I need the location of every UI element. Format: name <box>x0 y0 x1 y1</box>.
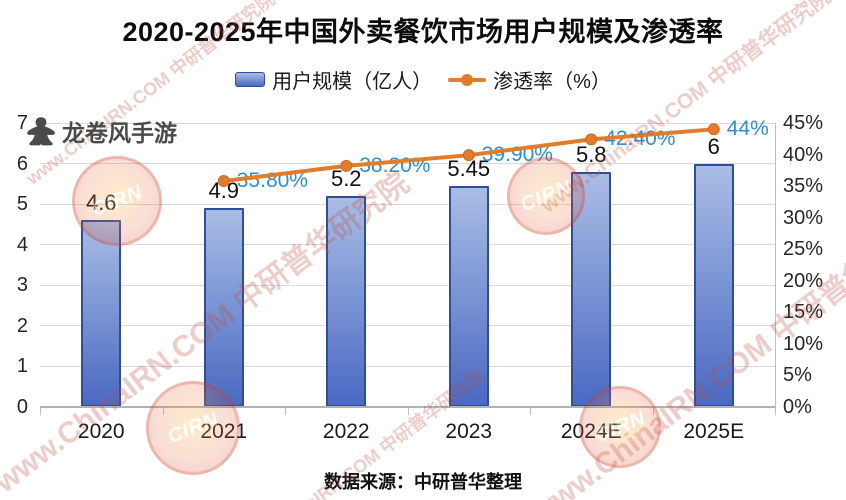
gridline <box>40 365 775 367</box>
axis-right-label: 45% <box>783 112 824 134</box>
line-series <box>217 123 720 188</box>
axis-right-label: 10% <box>783 332 824 355</box>
x-axis-label: 2023 <box>445 420 493 443</box>
line-marker <box>462 149 475 162</box>
line-swatch-icon <box>448 77 487 82</box>
x-axis-line <box>40 406 776 408</box>
line-marker <box>707 123 720 136</box>
axis-left-label: 7 <box>16 112 28 134</box>
gridline <box>40 203 775 205</box>
axis-right-label: 25% <box>783 238 824 261</box>
x-axis-label: 2025E <box>683 420 745 443</box>
legend-label-penetration: 渗透率（%） <box>493 71 611 93</box>
x-axis-label: 2021 <box>200 420 248 443</box>
bar-2024E <box>571 171 612 407</box>
bar-2021 <box>203 208 244 407</box>
x-axis-tick <box>652 408 654 415</box>
legend-item-user-scale: 用户规模（亿人） <box>235 65 432 94</box>
axis-left-label: 6 <box>16 152 28 175</box>
axis-right-label: 5% <box>783 364 812 387</box>
axis-right-label: 15% <box>783 301 824 324</box>
axis-right-label: 35% <box>783 175 824 198</box>
gridline <box>40 325 775 327</box>
x-axis-tick <box>162 408 164 415</box>
watermark-site-badge-label: 龙卷风手游 <box>62 120 177 146</box>
x-axis-tick <box>407 408 409 415</box>
axis-left-label: 0 <box>16 396 28 418</box>
bar-2020 <box>81 220 122 407</box>
gridline <box>40 244 775 246</box>
bar-2025E <box>693 163 734 407</box>
plot-area <box>40 122 775 407</box>
line-marker <box>585 133 598 146</box>
meeple-icon <box>27 117 55 146</box>
axis-right-label: 0% <box>783 396 812 418</box>
axis-right-label: 40% <box>783 143 824 166</box>
x-axis-tick <box>40 408 41 415</box>
axis-left-label: 2 <box>16 314 28 337</box>
gridline <box>40 122 775 124</box>
legend: 用户规模（亿人） 渗透率（%） <box>0 65 846 94</box>
bar-2023 <box>448 185 489 407</box>
x-axis-tick <box>530 408 531 415</box>
line-marker <box>217 175 230 188</box>
bar-2022 <box>326 196 367 407</box>
axis-left-label: 1 <box>16 355 28 378</box>
x-axis-tick <box>285 408 286 415</box>
x-axis-label: 2020 <box>77 420 125 443</box>
bar-swatch-icon <box>235 72 266 87</box>
x-axis-label: 2022 <box>322 420 370 443</box>
watermark-site-badge: 龙卷风手游 <box>26 114 177 148</box>
axis-left-label: 3 <box>16 274 28 297</box>
legend-item-penetration: 渗透率（%） <box>448 65 611 94</box>
gridline <box>40 163 775 165</box>
axis-right-label: 30% <box>783 206 824 229</box>
x-axis-label: 2024E <box>560 420 622 443</box>
line-marker <box>340 159 353 172</box>
page-title: 2020-2025年中国外卖餐饮市场用户规模及渗透率 <box>122 17 724 47</box>
axis-left-label: 4 <box>16 233 28 256</box>
gridline <box>40 284 775 286</box>
right-axis-line <box>775 123 776 415</box>
source-note: 数据来源：中研普华整理 <box>324 472 522 492</box>
legend-label-user-scale: 用户规模（亿人） <box>272 71 433 93</box>
axis-left-label: 5 <box>16 193 28 216</box>
axis-right-label: 20% <box>783 269 824 292</box>
